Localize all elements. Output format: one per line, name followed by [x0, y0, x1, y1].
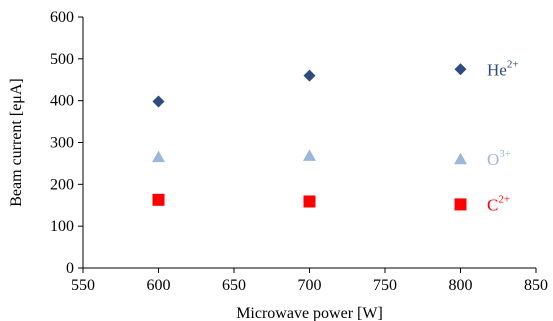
- data-point: [303, 149, 316, 161]
- legend-series-charge: 3+: [499, 148, 511, 160]
- legend-series-name: He: [487, 60, 507, 79]
- data-point: [454, 198, 467, 211]
- data-point: [152, 150, 165, 163]
- x-tick-label: 700: [298, 277, 322, 294]
- x-tick-label: 600: [147, 277, 171, 294]
- axes: [82, 17, 536, 269]
- data-point: [454, 63, 467, 76]
- x-tick-label: 650: [222, 277, 246, 294]
- legend-entry: O3+: [487, 148, 511, 169]
- legend-series-charge: 2+: [507, 58, 519, 70]
- x-tick-label: 850: [524, 277, 548, 294]
- legend: He2+O3+C2+: [487, 58, 519, 214]
- y-tick-label: 0: [66, 260, 74, 277]
- data-point: [152, 193, 165, 206]
- y-axis-title: Beam current [eμA]: [8, 78, 25, 207]
- y-tick-label: 300: [50, 135, 74, 152]
- x-tick-label: 550: [71, 277, 95, 294]
- series-he-diamond: [152, 63, 467, 108]
- x-tick-label: 800: [449, 277, 473, 294]
- x-tick-label: 750: [373, 277, 397, 294]
- ticks: 0 100 200 300 400 500 600 550 600 650 700 750 800 850: [50, 9, 548, 294]
- legend-entry: He2+: [487, 58, 519, 79]
- legend-series-name: O: [487, 150, 499, 169]
- x-axis-title: Microwave power [W]: [236, 305, 383, 321]
- series-o-triangle: [152, 149, 467, 165]
- data-point: [454, 152, 467, 165]
- legend-entry: C2+: [487, 193, 510, 214]
- y-tick-label: 200: [50, 176, 74, 193]
- legend-series-name: C: [487, 195, 498, 214]
- y-tick-label: 100: [50, 218, 74, 235]
- data-marks: [152, 63, 467, 211]
- data-point: [303, 195, 316, 208]
- data-point: [303, 69, 316, 82]
- series-c-square: [152, 193, 467, 211]
- legend-series-charge: 2+: [498, 193, 510, 205]
- y-tick-label: 600: [50, 9, 74, 26]
- y-tick-label: 500: [50, 51, 74, 68]
- data-point: [152, 95, 165, 108]
- y-tick-label: 400: [50, 93, 74, 110]
